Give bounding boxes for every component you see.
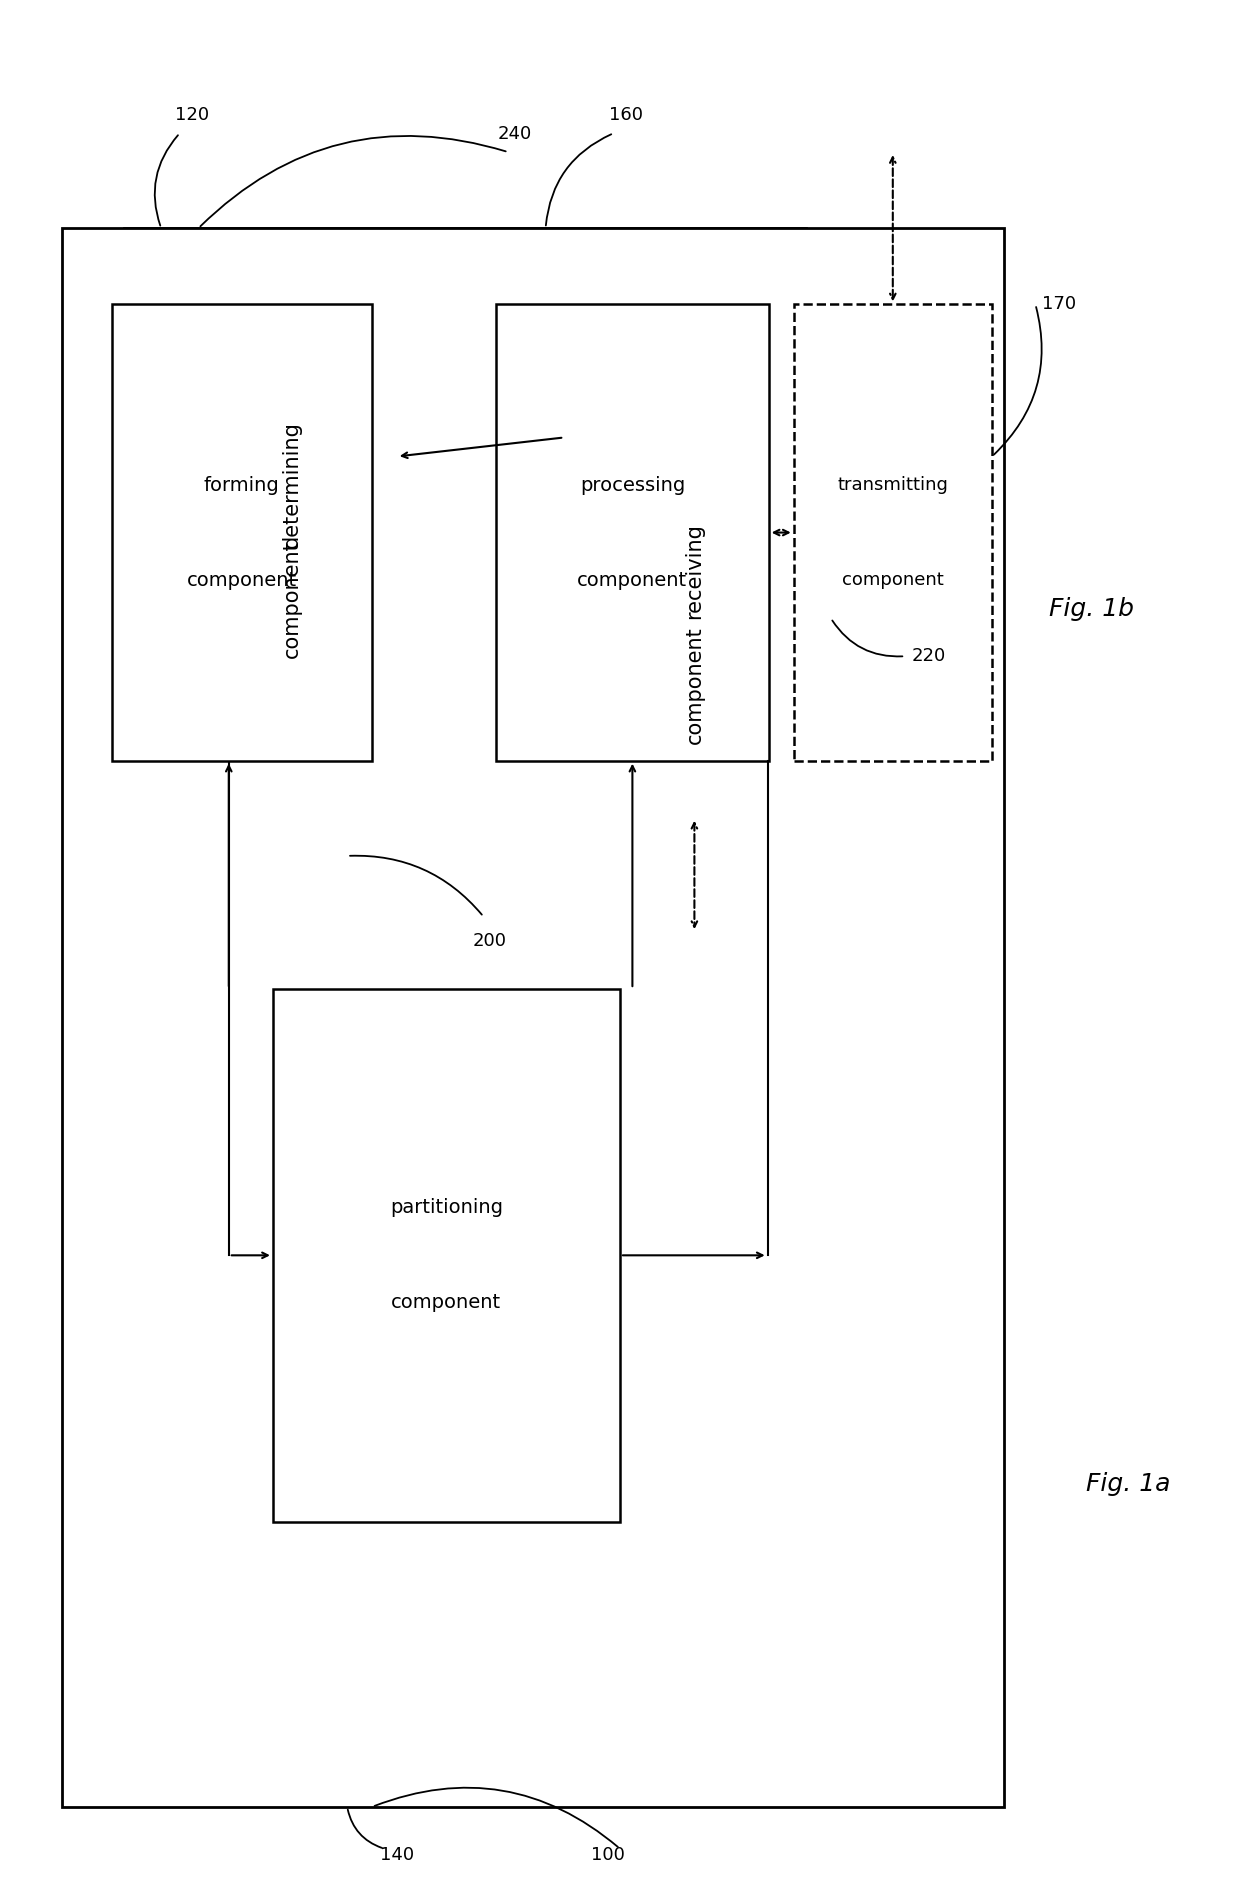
Text: transmitting: transmitting <box>837 476 949 495</box>
Bar <box>794 304 992 761</box>
Text: 160: 160 <box>609 107 644 124</box>
Text: Fig. 1b: Fig. 1b <box>1049 597 1133 620</box>
Text: forming: forming <box>203 476 280 495</box>
Bar <box>558 418 831 818</box>
Bar <box>62 228 1004 1807</box>
Text: component: component <box>684 626 704 744</box>
Text: receiving: receiving <box>684 523 704 618</box>
Text: component: component <box>578 571 687 590</box>
Text: 240: 240 <box>497 126 532 143</box>
Text: 220: 220 <box>911 647 946 666</box>
Bar <box>273 989 620 1522</box>
Text: Fig. 1a: Fig. 1a <box>1086 1472 1171 1495</box>
Text: processing: processing <box>580 476 684 495</box>
Bar <box>186 304 397 761</box>
Text: 200: 200 <box>472 932 507 949</box>
Bar <box>112 304 372 761</box>
Text: 140: 140 <box>379 1847 414 1864</box>
Text: component: component <box>281 540 301 658</box>
Text: component: component <box>842 571 944 590</box>
Text: component: component <box>187 571 296 590</box>
Text: 120: 120 <box>175 107 210 124</box>
Bar <box>124 228 806 856</box>
Text: 100: 100 <box>590 1847 625 1864</box>
Text: partitioning: partitioning <box>389 1198 503 1217</box>
Text: component: component <box>392 1293 501 1312</box>
Text: determining: determining <box>281 422 301 548</box>
Text: 170: 170 <box>1042 295 1076 314</box>
Bar <box>496 304 769 761</box>
